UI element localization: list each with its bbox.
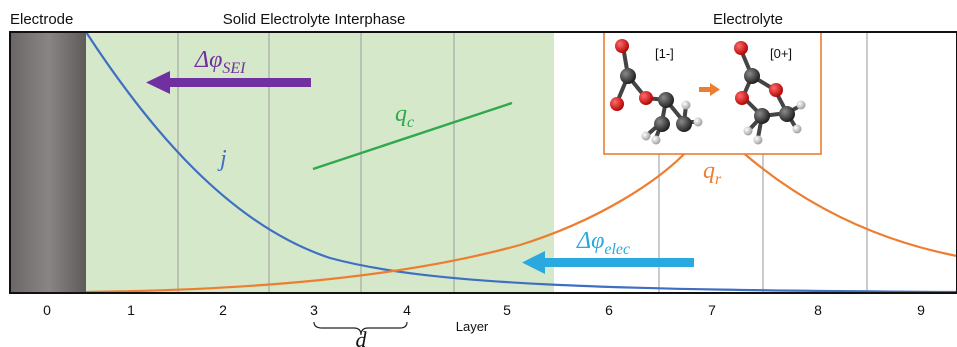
spacing-label-d: d	[356, 327, 368, 347]
dphi-elec-arrow	[522, 251, 694, 274]
tick-label: 9	[917, 302, 925, 318]
reaction-curve-qr-right	[739, 149, 957, 258]
tick-label: 3	[310, 302, 318, 318]
layer-spacing-bracket: d	[313, 321, 408, 347]
tick-label: 4	[403, 302, 411, 318]
header-electrode: Electrode	[10, 11, 73, 28]
dphi-sei-arrow	[146, 71, 311, 94]
plot-border	[9, 31, 957, 294]
charge-right: [0+]	[770, 46, 792, 61]
tick-label: 7	[708, 302, 716, 318]
reaction-arrow	[699, 83, 720, 96]
electrode-block	[11, 33, 86, 292]
label-qc: qc	[395, 101, 414, 131]
label-j: j	[217, 146, 227, 172]
tick-label: 1	[127, 302, 135, 318]
reaction-curve-qr	[85, 149, 689, 294]
label-dphi-elec: Δφelec	[576, 228, 630, 258]
charge-line-qc	[312, 101, 513, 171]
header-electrolyte: Electrolyte	[713, 11, 783, 28]
current-curve-j	[85, 31, 957, 294]
tick-label: 8	[814, 302, 822, 318]
tick-label: 0	[43, 302, 51, 318]
tick-label: 6	[605, 302, 613, 318]
header-sei: Solid Electrolyte Interphase	[223, 11, 406, 28]
label-dphi-sei: ΔφSEI	[194, 47, 246, 77]
axis-title: Layer	[456, 319, 489, 334]
layer-tick-labels: 0 1 2 3 4 5 6 7 8 9	[43, 302, 925, 318]
charge-left: [1-]	[655, 46, 674, 61]
tick-label: 5	[503, 302, 511, 318]
reaction-inset: [1-] [0+]	[603, 31, 822, 155]
label-qr: qr	[703, 158, 722, 188]
tick-label: 2	[219, 302, 227, 318]
